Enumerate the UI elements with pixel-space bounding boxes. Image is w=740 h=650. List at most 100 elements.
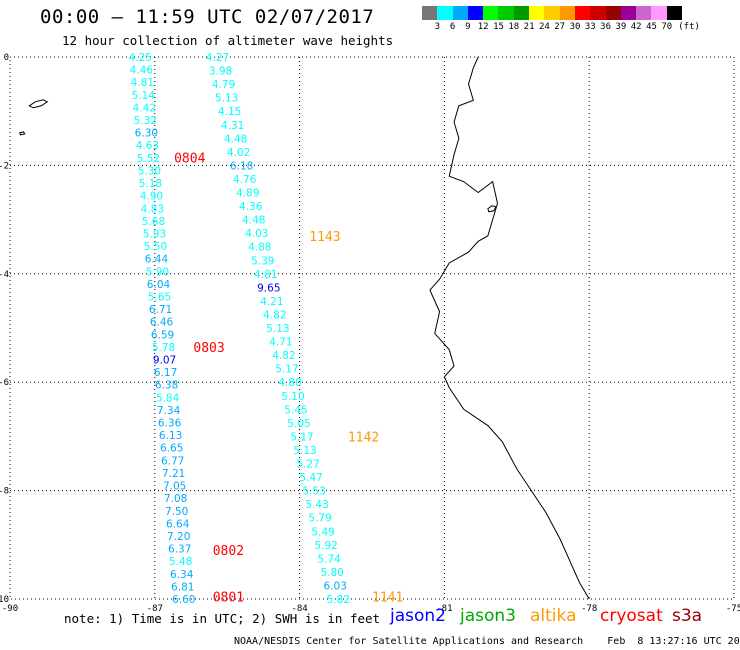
wave-height-value: 5.18 — [139, 178, 162, 190]
wave-height-value: 4.90 — [140, 191, 163, 203]
color-scale-tick: 18 — [508, 22, 520, 32]
wave-height-value: 4.25 — [129, 52, 152, 64]
wave-height-value: 6.03 — [324, 580, 347, 592]
longitude-tick: -75 — [726, 604, 740, 614]
wave-height-value: 5.78 — [152, 342, 175, 354]
color-scale-cell — [590, 6, 606, 20]
wave-height-value: 5.49 — [311, 526, 334, 538]
wave-height-value: 7.20 — [167, 531, 190, 543]
wave-height-value: 4.46 — [130, 65, 154, 77]
latitude-tick: -4 — [0, 270, 9, 280]
wave-height-value: 5.27 — [296, 459, 319, 471]
wave-height-value: 6.71 — [149, 304, 172, 316]
wave-height-value: 6.44 — [145, 254, 169, 266]
color-scale-cell — [452, 6, 468, 20]
wave-height-value: 5.14 — [132, 90, 156, 102]
wave-height-value: 4.81 — [131, 77, 154, 89]
satellite-legend-jason3: jason3 — [460, 606, 516, 626]
wave-height-value: 6.65 — [160, 443, 183, 455]
wave-height-value: 4.63 — [136, 140, 159, 152]
wave-height-value: 5.50 — [144, 241, 167, 253]
wave-height-value: 5.13 — [266, 323, 289, 335]
wave-height-value: 5.79 — [308, 513, 331, 525]
map-title: 00:00 – 11:59 UTC 02/07/2017 — [40, 6, 375, 28]
pass-time-label: 0803 — [193, 341, 224, 356]
wave-height-value: 6.46 — [150, 317, 174, 329]
pass-time-label: 1142 — [348, 430, 379, 445]
latitude-tick: -10 — [0, 595, 9, 605]
wave-height-value: 4.21 — [260, 296, 283, 308]
color-scale-cell — [529, 6, 545, 20]
color-scale-tick: 30 — [569, 22, 581, 32]
wave-height-value: 5.68 — [142, 216, 165, 228]
color-scale-bar — [422, 6, 683, 20]
map-frame — [9, 56, 735, 600]
color-scale-tick: 42 — [630, 22, 642, 32]
wave-height-value: 6.38 — [155, 380, 178, 392]
color-scale-unit: (ft) — [678, 22, 700, 32]
wave-height-value: 4.27 — [206, 52, 229, 64]
wave-height-value: 6.60 — [172, 594, 195, 606]
wave-height-value: 5.82 — [327, 594, 350, 606]
wave-height-value: 4.71 — [269, 337, 292, 349]
latitude-tick: -6 — [0, 378, 9, 388]
wave-height-value: 5.17 — [275, 364, 298, 376]
wave-height-value: 3.98 — [209, 66, 232, 78]
wave-height-value: 9.07 — [153, 355, 176, 367]
puna-island — [487, 205, 497, 213]
wave-height-value: 5.84 — [156, 392, 180, 404]
galapagos-island — [28, 99, 49, 109]
color-scale-tick: 21 — [523, 22, 535, 32]
longitude-tick: -90 — [2, 604, 18, 614]
wave-height-value: 7.08 — [164, 493, 187, 505]
wave-height-value: 4.89 — [236, 188, 259, 200]
wave-height-value: 5.92 — [314, 540, 337, 552]
color-scale-tick: 70 — [661, 22, 673, 32]
wave-height-value: 5.47 — [299, 472, 322, 484]
color-scale-cell — [437, 6, 453, 20]
galapagos-island — [18, 131, 26, 136]
pass-time-label: 1143 — [309, 230, 340, 245]
pass-time-label: 0802 — [213, 544, 244, 559]
wave-height-value: 5.93 — [143, 228, 166, 240]
wave-height-value: 4.79 — [212, 79, 235, 91]
wave-height-value: 6.77 — [161, 455, 184, 467]
latitude-tick: -8 — [0, 487, 9, 497]
latitude-tick: -2 — [0, 161, 9, 171]
color-scale-tick: 27 — [554, 22, 566, 32]
legend-note: note: 1) Time is in UTC; 2) SWH is in fe… — [64, 611, 381, 626]
color-scale-cell — [498, 6, 514, 20]
color-scale-tick: 45 — [646, 22, 657, 32]
color-scale-cell — [666, 6, 683, 20]
satellite-legend-jason2: jason2 — [390, 606, 446, 626]
wave-height-value: 5.13 — [215, 93, 238, 105]
wave-height-value: 6.17 — [154, 367, 177, 379]
longitude-tick: -87 — [147, 604, 163, 614]
color-scale-labels: 3 6 9 12 15 18 21 24 27 30 33 36 39 42 45 70 (ft) — [422, 22, 740, 36]
wave-height-value: 4.82 — [263, 309, 286, 321]
color-scale-tick: 9 — [465, 22, 471, 32]
longitude-tick: -78 — [581, 604, 597, 614]
wave-height-value: 5.17 — [290, 431, 313, 443]
wave-height-value: 5.80 — [320, 567, 343, 579]
wave-height-value: 4.76 — [233, 174, 257, 186]
wave-height-value: 5.39 — [251, 255, 274, 267]
color-scale-cell — [513, 6, 530, 20]
wave-height-value: 4.88 — [248, 242, 271, 254]
wave-height-value: 4.48 — [242, 215, 265, 227]
color-scale-cell — [467, 6, 484, 20]
longitude-tick: -84 — [291, 604, 307, 614]
coastline — [429, 56, 590, 600]
wave-height-value: 4.48 — [224, 133, 247, 145]
color-scale-cell — [544, 6, 560, 20]
wave-height-value: 6.13 — [159, 430, 182, 442]
wave-height-value: 7.21 — [162, 468, 185, 480]
color-scale-tick: 36 — [600, 22, 612, 32]
wave-height-value: 5.05 — [287, 418, 310, 430]
color-scale-tick: 3 — [434, 22, 440, 32]
satellite-legend-cryosat: cryosat — [600, 606, 663, 626]
color-scale-tick: 39 — [615, 22, 627, 32]
wave-height-value: 7.50 — [165, 506, 188, 518]
wave-height-value: 6.64 — [166, 518, 190, 530]
